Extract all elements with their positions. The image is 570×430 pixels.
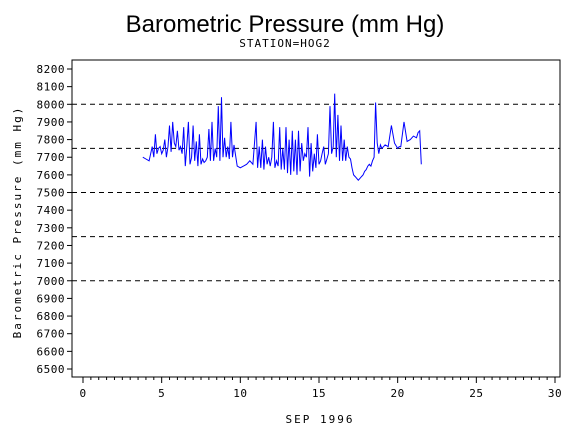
y-tick-label: 7900 <box>37 116 66 129</box>
x-tick-label: 15 <box>312 387 326 400</box>
y-tick-label: 6500 <box>37 363 66 376</box>
x-tick-label: 30 <box>548 387 562 400</box>
x-tick-label: 0 <box>79 387 86 400</box>
x-axis-label: SEP 1996 <box>286 413 355 426</box>
y-tick-label: 7500 <box>37 187 66 200</box>
x-tick-label: 20 <box>391 387 405 400</box>
x-axis: 0 5 10 15 20 25 30 <box>79 377 562 400</box>
y-tick-label: 7300 <box>37 222 66 235</box>
chart-title: Barometric Pressure (mm Hg) <box>126 11 445 38</box>
y-tick-label: 7700 <box>37 151 66 164</box>
y-tick-label: 8000 <box>37 98 66 111</box>
series-group <box>142 93 422 181</box>
y-axis: 6500 6600 6700 6800 6900 7000 7100 7200 7300 7400… <box>37 63 72 376</box>
series-line <box>142 93 422 181</box>
y-tick-label: 6600 <box>37 345 66 358</box>
x-tick-label: 10 <box>233 387 247 400</box>
y-tick-label: 8100 <box>37 81 66 94</box>
y-tick-label: 7400 <box>37 204 66 217</box>
y-tick-label: 6700 <box>37 328 66 341</box>
y-tick-label: 7000 <box>37 275 66 288</box>
y-tick-label: 7600 <box>37 169 66 182</box>
y-tick-label: 6800 <box>37 310 66 323</box>
x-tick-label: 25 <box>469 387 483 400</box>
reference-lines <box>72 103 560 282</box>
y-tick-label: 8200 <box>37 63 66 76</box>
x-tick-label: 5 <box>158 387 165 400</box>
y-axis-label: Barometric Pressure (mm Hg) <box>11 106 24 339</box>
chart-subtitle: STATION=HOG2 <box>239 37 330 50</box>
y-tick-label: 7200 <box>37 239 66 252</box>
y-tick-label: 7800 <box>37 134 66 147</box>
plot-frame <box>71 59 561 378</box>
y-tick-label: 6900 <box>37 292 66 305</box>
y-tick-label: 7100 <box>37 257 66 270</box>
